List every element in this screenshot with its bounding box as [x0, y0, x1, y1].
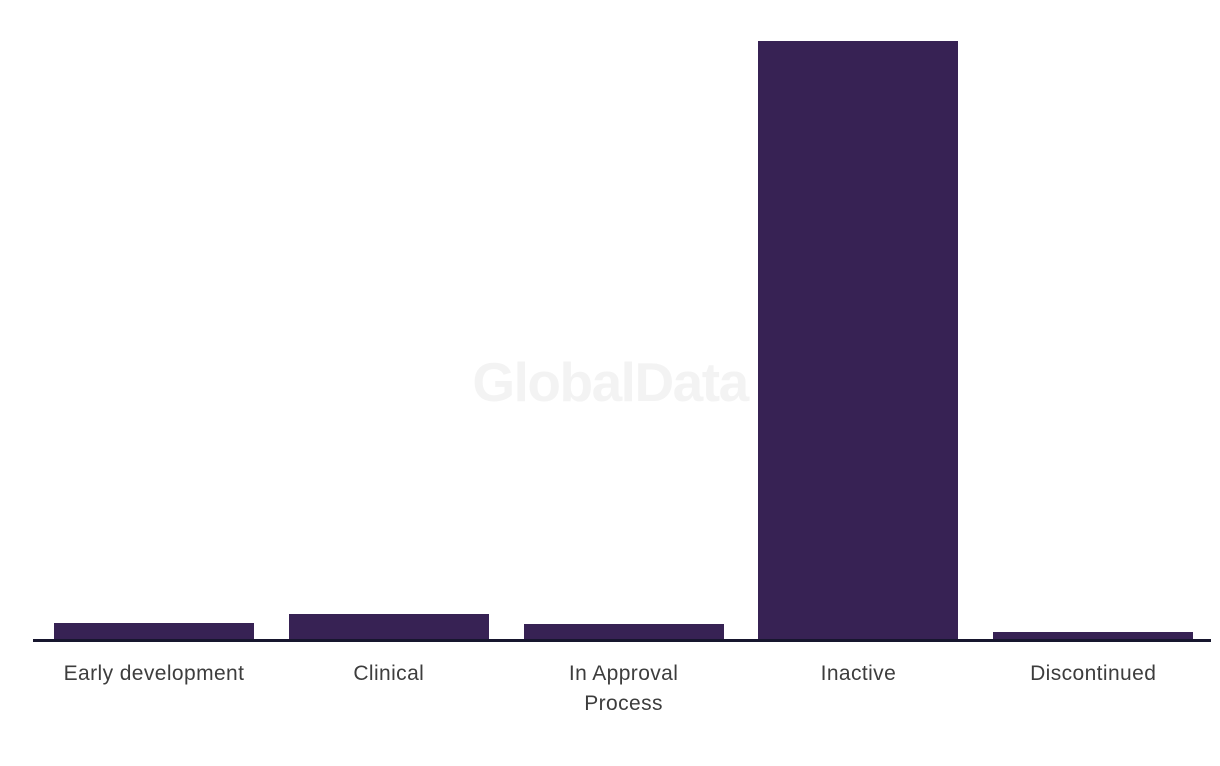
x-axis-label-inactive: Inactive: [820, 662, 897, 685]
x-axis-label-discontinued: Discontinued: [1030, 662, 1157, 685]
bar-in-approval-process: [523, 624, 724, 640]
x-axis-label-in-approval-process: In Approval Process: [568, 662, 679, 715]
x-axis-label-early-development: Early development: [63, 662, 245, 685]
bar-inactive: [758, 41, 959, 640]
bar-discontinued: [993, 632, 1194, 640]
bar-clinical: [288, 614, 489, 640]
x-axis-line: [33, 639, 1211, 642]
globaldata-watermark: GlobalData: [472, 351, 749, 413]
bar-early-development: [54, 623, 254, 640]
x-axis-label-clinical: Clinical: [353, 662, 425, 685]
